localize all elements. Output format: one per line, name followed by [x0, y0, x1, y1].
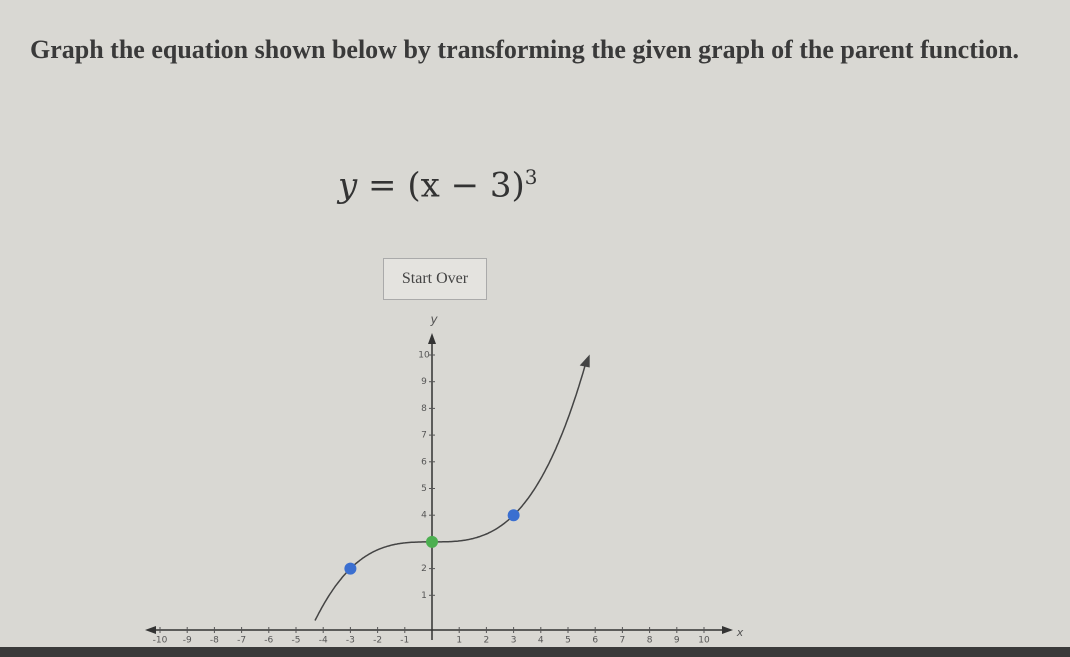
x-arrow-right — [722, 626, 733, 634]
y-tick-label: 5 — [421, 484, 427, 494]
x-tick-label: -4 — [319, 636, 328, 646]
y-tick-label: 1 — [421, 591, 427, 601]
x-tick-label: 8 — [647, 636, 653, 646]
equation: y = (x − 3)3 — [338, 165, 538, 205]
eq-rhs: (x − 3) — [407, 165, 525, 206]
eq-lhs: y — [338, 165, 358, 206]
x-tick-label: 6 — [592, 636, 598, 646]
y-tick-label: 8 — [421, 404, 427, 414]
x-tick-label: 4 — [538, 636, 544, 646]
graph-point — [507, 509, 520, 522]
x-arrow-left — [145, 626, 156, 634]
y-tick-label: 6 — [421, 457, 427, 467]
x-tick-label: 2 — [484, 636, 490, 646]
eq-equals: = — [368, 165, 397, 206]
graph-point — [426, 535, 438, 548]
x-tick-label: -8 — [210, 636, 219, 646]
y-tick-label: 9 — [421, 377, 427, 387]
question: Graph the equation shown below by transf… — [30, 35, 1020, 64]
x-tick-label: -10 — [153, 636, 168, 646]
y-tick-label: 4 — [421, 511, 427, 521]
graph-point — [344, 562, 357, 575]
x-tick-label: -6 — [264, 636, 273, 646]
y-tick-label: 10 — [418, 351, 430, 361]
x-tick-label: -1 — [400, 636, 409, 646]
x-tick-label: -5 — [292, 636, 301, 646]
y-arrow — [428, 333, 436, 344]
bottom-bar — [0, 647, 1070, 657]
curve — [314, 363, 587, 621]
x-axis-label: x — [736, 626, 744, 639]
y-axis-label: y — [429, 313, 438, 327]
x-tick-label: -7 — [237, 636, 246, 646]
y-tick-label: 7 — [421, 431, 427, 441]
start-over-button[interactable]: Start Over — [383, 258, 487, 300]
x-tick-label: -9 — [183, 636, 192, 646]
x-tick-label: 1 — [456, 636, 462, 646]
curve-arrow — [579, 354, 590, 368]
x-tick-label: -2 — [373, 636, 382, 646]
x-tick-label: 9 — [674, 636, 680, 646]
x-tick-label: 3 — [511, 636, 517, 646]
x-tick-label: 10 — [698, 636, 710, 646]
x-tick-label: -3 — [346, 636, 355, 646]
eq-exponent: 3 — [524, 165, 538, 189]
x-tick-label: 5 — [565, 636, 571, 646]
y-tick-label: 2 — [421, 564, 427, 574]
x-tick-label: 7 — [620, 636, 626, 646]
